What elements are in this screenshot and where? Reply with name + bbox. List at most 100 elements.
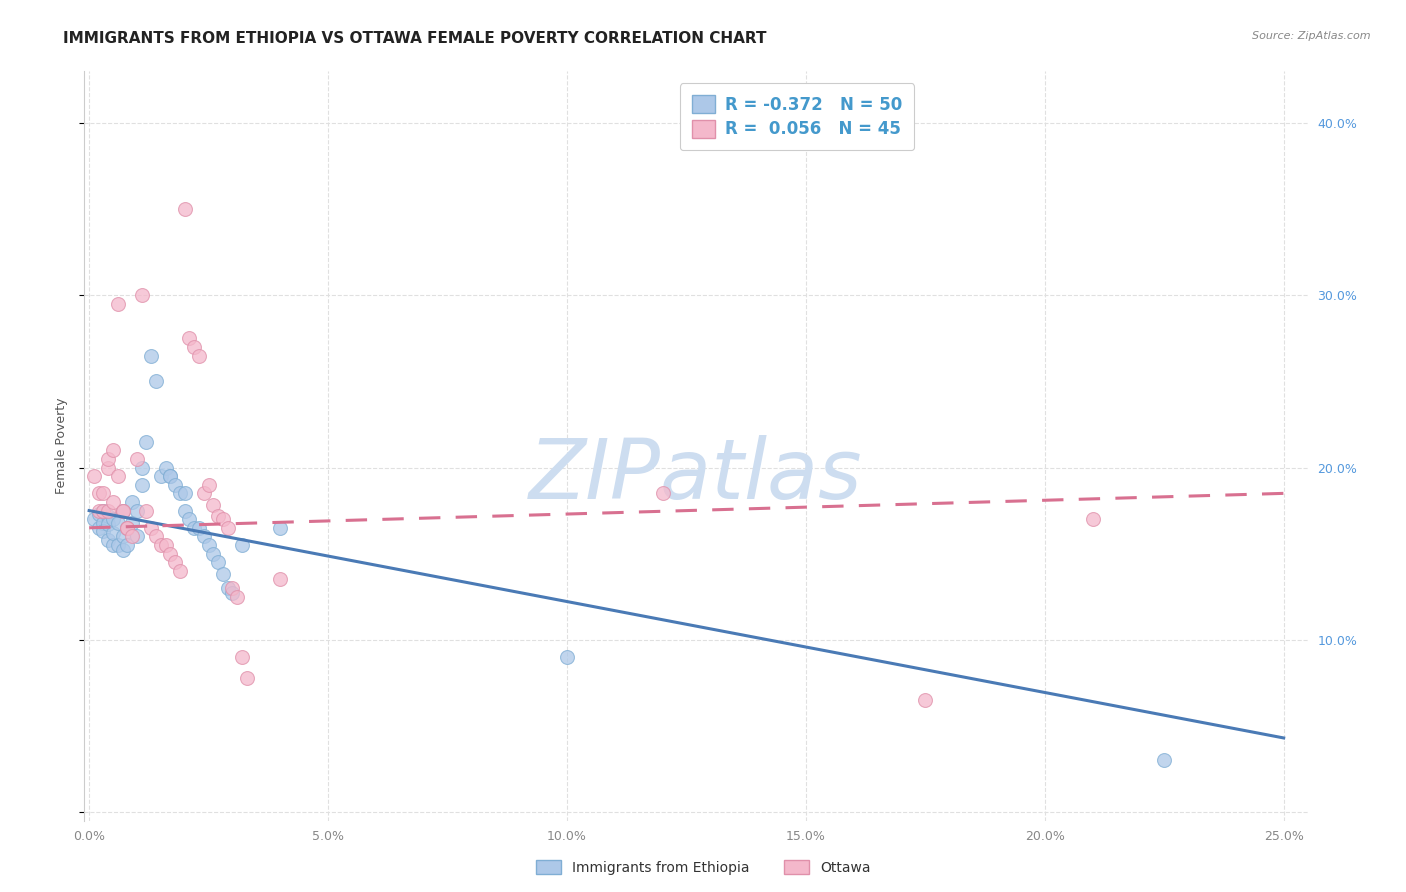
Point: [159, 547, 181, 561]
Point: [111, 503, 134, 517]
Point: [93, 486, 115, 500]
Point: [1081, 512, 1104, 526]
Point: [125, 503, 148, 517]
Point: [125, 529, 148, 543]
Point: [97, 503, 120, 517]
Point: [101, 443, 124, 458]
Point: [202, 547, 225, 561]
Point: [121, 529, 143, 543]
Point: [173, 486, 195, 500]
Text: Source: ZipAtlas.com: Source: ZipAtlas.com: [1253, 31, 1371, 41]
Point: [155, 460, 177, 475]
Point: [121, 516, 143, 530]
Point: [231, 538, 253, 552]
Point: [188, 521, 211, 535]
Point: [149, 469, 172, 483]
Point: [93, 524, 115, 539]
Text: ZIPatlas: ZIPatlas: [529, 435, 863, 516]
Point: [555, 650, 578, 665]
Point: [173, 503, 195, 517]
Point: [117, 521, 139, 535]
Point: [221, 586, 243, 600]
Point: [111, 543, 134, 558]
Point: [97, 517, 120, 532]
Point: [212, 512, 235, 526]
Point: [141, 349, 163, 363]
Point: [169, 564, 191, 578]
Point: [165, 477, 187, 491]
Point: [269, 573, 291, 587]
Point: [111, 503, 134, 517]
Point: [1153, 753, 1175, 767]
Point: [169, 486, 191, 500]
Point: [101, 495, 124, 509]
Point: [111, 529, 134, 543]
Point: [87, 503, 110, 517]
Point: [221, 581, 243, 595]
Point: [107, 469, 129, 483]
Point: [83, 469, 105, 483]
Point: [97, 460, 120, 475]
Point: [145, 529, 167, 543]
Point: [269, 521, 291, 535]
Point: [197, 538, 219, 552]
Point: [93, 503, 115, 517]
Point: [107, 516, 129, 530]
Point: [188, 349, 211, 363]
Point: [236, 671, 259, 685]
Point: [87, 486, 110, 500]
Point: [87, 521, 110, 535]
Point: [101, 526, 124, 541]
Point: [87, 507, 110, 521]
Point: [97, 533, 120, 547]
Point: [193, 529, 215, 543]
Point: [141, 521, 163, 535]
Legend: R = -0.372   N = 50, R =  0.056   N = 45: R = -0.372 N = 50, R = 0.056 N = 45: [681, 84, 914, 150]
Point: [179, 512, 201, 526]
Point: [121, 495, 143, 509]
Point: [165, 555, 187, 569]
Point: [173, 202, 195, 216]
Point: [97, 508, 120, 523]
Point: [217, 581, 239, 595]
Point: [159, 469, 181, 483]
Point: [117, 538, 139, 552]
Point: [197, 477, 219, 491]
Point: [107, 538, 129, 552]
Point: [651, 486, 673, 500]
Point: [212, 567, 235, 582]
Point: [183, 340, 205, 354]
Point: [179, 331, 201, 345]
Point: [83, 512, 105, 526]
Point: [131, 460, 153, 475]
Point: [117, 521, 139, 535]
Point: [226, 590, 249, 604]
Point: [135, 503, 157, 517]
Legend: Immigrants from Ethiopia, Ottawa: Immigrants from Ethiopia, Ottawa: [530, 855, 876, 880]
Point: [145, 375, 167, 389]
Point: [111, 503, 134, 517]
Text: IMMIGRANTS FROM ETHIOPIA VS OTTAWA FEMALE POVERTY CORRELATION CHART: IMMIGRANTS FROM ETHIOPIA VS OTTAWA FEMAL…: [63, 31, 766, 46]
Point: [207, 555, 229, 569]
Point: [159, 469, 181, 483]
Point: [183, 521, 205, 535]
Point: [135, 434, 157, 449]
Point: [131, 288, 153, 302]
Point: [193, 486, 215, 500]
Point: [101, 512, 124, 526]
Point: [107, 297, 129, 311]
Point: [131, 477, 153, 491]
Point: [97, 451, 120, 466]
Y-axis label: Female Poverty: Female Poverty: [55, 398, 67, 494]
Point: [149, 538, 172, 552]
Point: [93, 516, 115, 530]
Point: [117, 521, 139, 535]
Point: [101, 538, 124, 552]
Point: [125, 451, 148, 466]
Point: [914, 693, 936, 707]
Point: [207, 508, 229, 523]
Point: [155, 538, 177, 552]
Point: [93, 503, 115, 517]
Point: [231, 650, 253, 665]
Point: [202, 499, 225, 513]
